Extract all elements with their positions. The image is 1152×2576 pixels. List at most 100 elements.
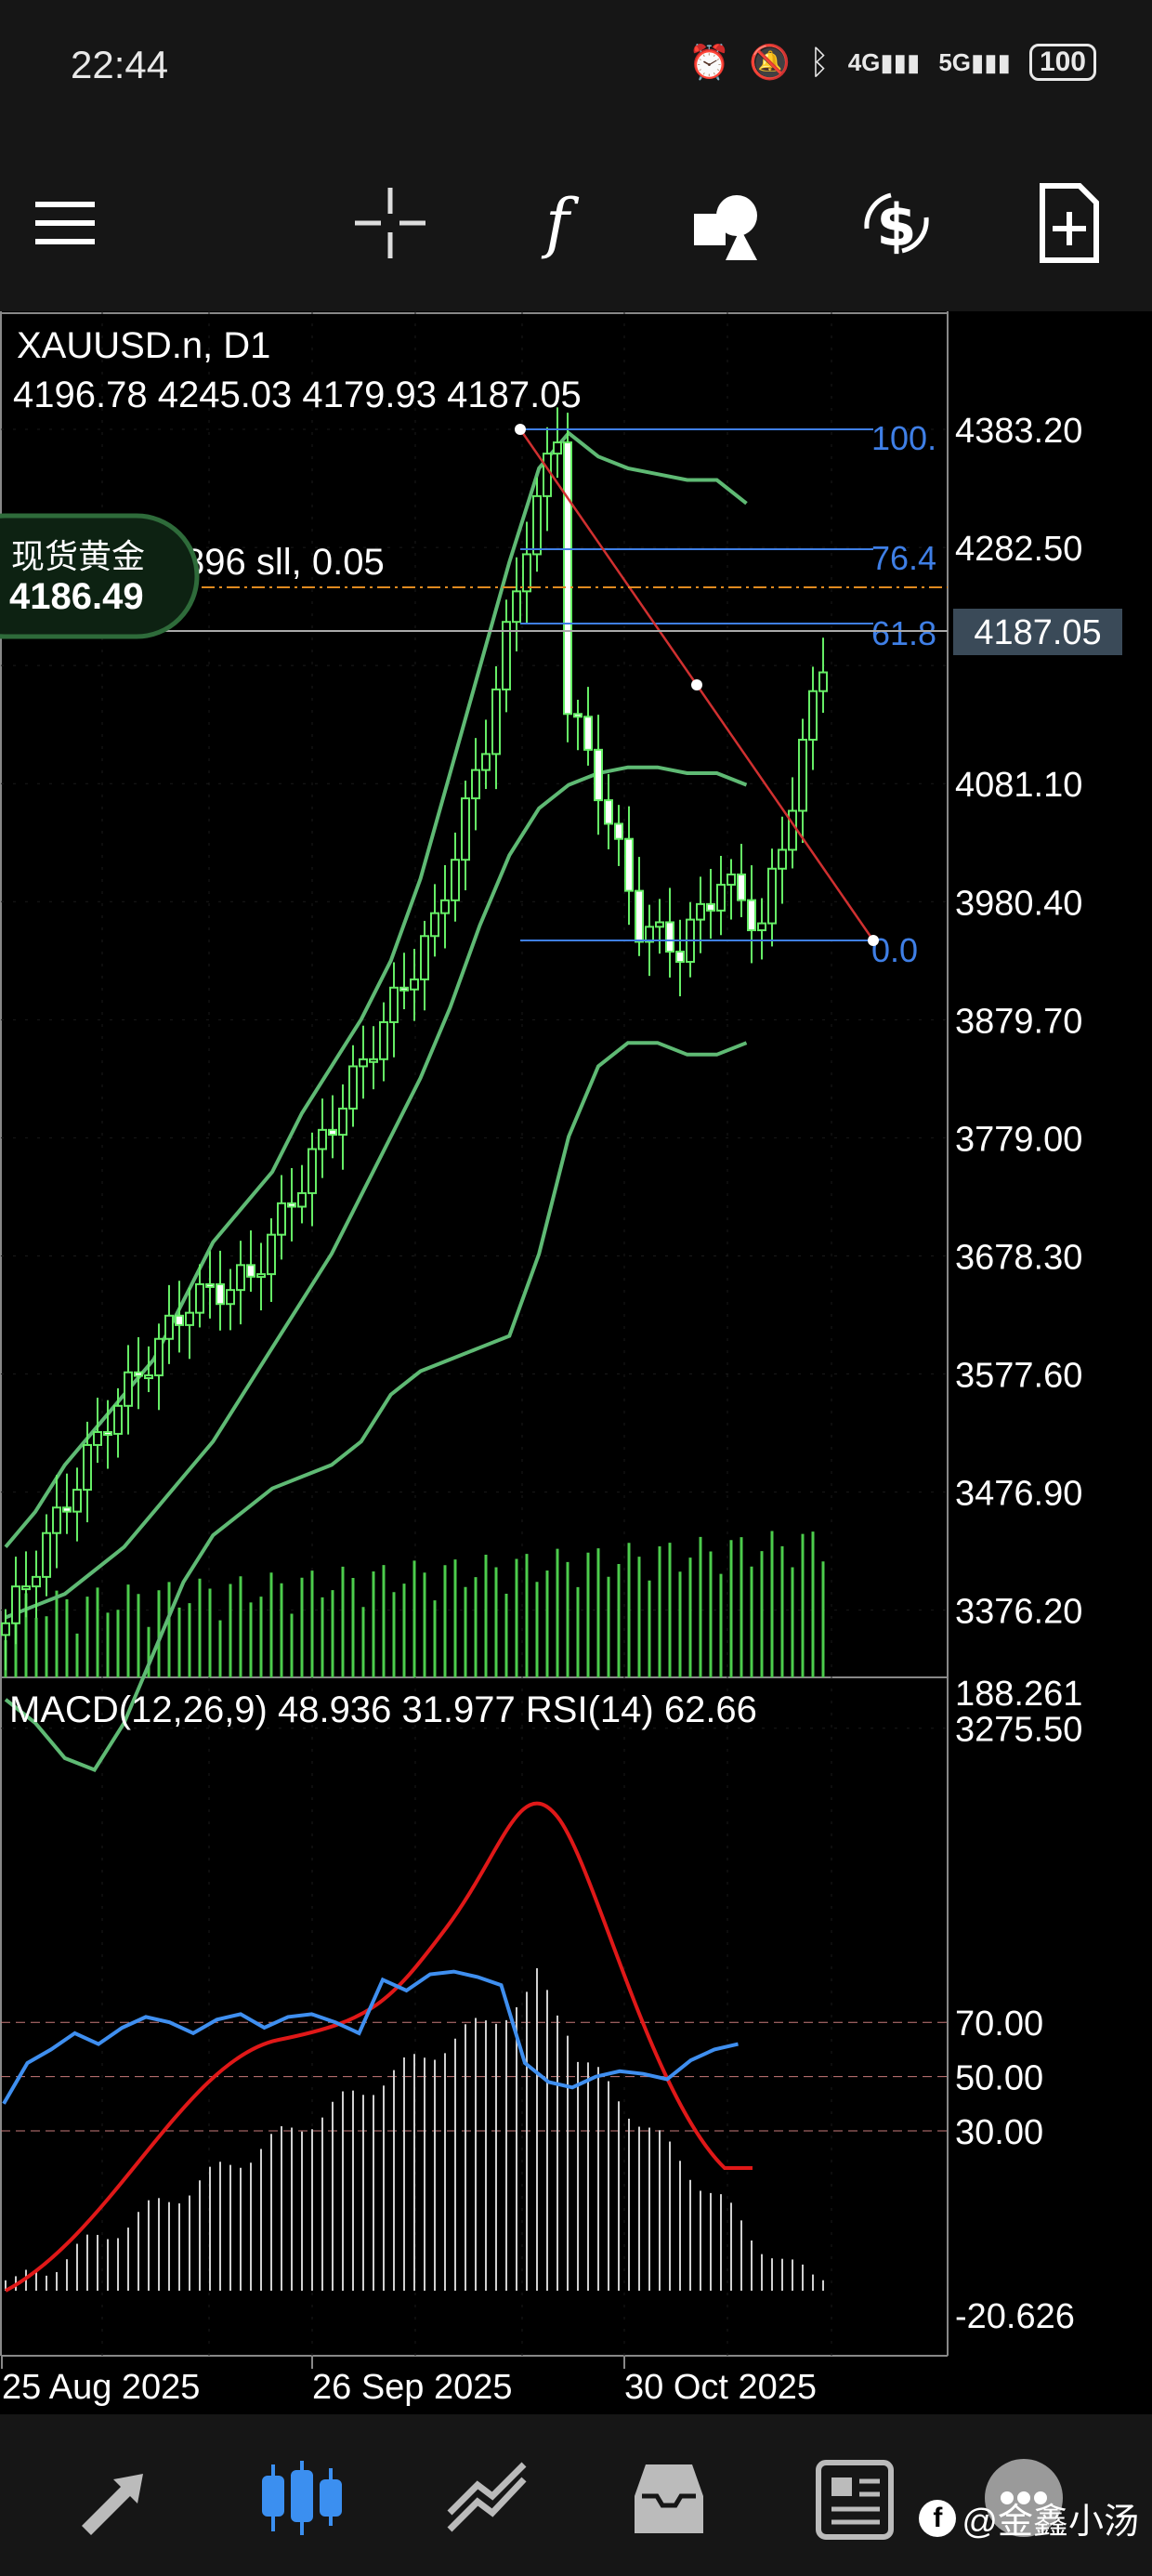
candle-body (256, 1273, 266, 1279)
chart-toolbar: f $ (0, 139, 1152, 311)
trade-nav-icon[interactable] (437, 2451, 539, 2544)
history-icon[interactable] (618, 2451, 720, 2544)
rsi-line (2, 1969, 739, 2105)
indicators-icon[interactable]: f (511, 177, 604, 269)
candle-body (144, 1374, 153, 1380)
candle-body (21, 1585, 31, 1591)
new-order-icon[interactable] (1022, 177, 1115, 269)
macd-histogram (5, 1967, 824, 2291)
macd-signal-line (5, 1801, 753, 2293)
menu-icon[interactable] (19, 177, 111, 269)
candle-body (369, 1058, 378, 1063)
quotes-icon[interactable] (65, 2451, 167, 2544)
candle-body (665, 921, 674, 953)
indicator-tick-label: 188.261 (955, 1675, 1082, 1714)
candle-body (583, 716, 593, 751)
candle-body (72, 1489, 82, 1513)
candle-body (675, 951, 685, 964)
candle-body (655, 921, 664, 928)
candle-body (226, 1289, 235, 1306)
candle-body (185, 1311, 194, 1326)
candle-body (757, 922, 766, 932)
candle-body (318, 1128, 327, 1150)
candle-body (696, 902, 705, 921)
candle-body (42, 1531, 51, 1578)
candle-body (553, 441, 562, 455)
candle-body (716, 884, 726, 912)
price-tick-label: 3678.30 (955, 1238, 1082, 1277)
candle-body (645, 926, 654, 943)
candle-body (747, 899, 756, 932)
candle-body (277, 1202, 286, 1236)
candle-body (440, 899, 450, 914)
status-time: 22:44 (71, 43, 169, 86)
trend-line[interactable] (515, 424, 879, 946)
trend-handle-end[interactable] (868, 935, 879, 946)
battery-icon: 100 (1028, 44, 1096, 81)
candle-body (635, 889, 644, 943)
network-5g-icon: 5G▮▮▮ (938, 47, 1011, 76)
crosshair-icon[interactable] (344, 177, 437, 269)
price-tick-label: 3275.50 (955, 1711, 1082, 1750)
price-axis: 4383.20 4282.50 4081.10 3980.40 3879.70 3779.… (955, 412, 1082, 1750)
bottom-navigation (0, 2414, 1152, 2576)
candle-body (604, 799, 613, 825)
indicator-tick-label: 70.00 (955, 2004, 1043, 2044)
candle-body (359, 1058, 368, 1068)
indicator-axis: 188.261 70.00 50.00 30.00 -20.626 (955, 1675, 1082, 2336)
fib-label-61: 61.8 (871, 614, 936, 652)
trend-handle-mid[interactable] (691, 679, 702, 690)
candle-body (737, 874, 746, 901)
time-tick-label: 25 Aug 2025 (2, 2368, 200, 2407)
candle-body (532, 494, 542, 556)
fib-label-100: 100. (871, 419, 936, 457)
trend-handle-start[interactable] (515, 424, 526, 435)
candle-body (706, 902, 715, 912)
time-tick-label: 26 Sep 2025 (312, 2368, 513, 2407)
candlesticks (1, 407, 828, 1671)
candle-body (512, 590, 521, 624)
indicator-title: MACD(12,26,9) 48.936 31.977 RSI(14) 62.6… (9, 1689, 757, 1730)
candle-body (624, 837, 634, 892)
candle-body (175, 1314, 184, 1326)
trade-icon[interactable]: $ (850, 177, 943, 269)
rsi-level-lines (1, 2021, 948, 2132)
live-price-bubble[interactable]: 现货黄金 4186.49 (0, 513, 200, 639)
price-tick-label: 3779.00 (955, 1120, 1082, 1159)
objects-icon[interactable] (683, 177, 776, 269)
candle-body (154, 1337, 164, 1377)
candle-body (502, 621, 511, 690)
status-icons: ⏰ 🔕 ᛒ 4G▮▮▮ 5G▮▮▮ 100 (688, 37, 1096, 87)
candle-body (399, 986, 409, 992)
news-icon[interactable] (804, 2451, 906, 2544)
candle-body (308, 1148, 317, 1194)
bluetooth-icon: ᛒ (809, 43, 830, 81)
candle-body (543, 453, 552, 497)
price-tick-label: 4282.50 (955, 530, 1082, 569)
live-price-name: 现货黄金 (11, 537, 145, 575)
candle-body (410, 978, 419, 991)
indicator-tick-label: -20.626 (955, 2297, 1075, 2336)
candle-body (471, 769, 480, 800)
candle-body (52, 1506, 61, 1534)
fibonacci-retracement[interactable]: 100. 76.4 61.8 0.0 (520, 419, 936, 969)
candle-body (522, 553, 531, 593)
time-axis: 25 Aug 2025 26 Sep 2025 30 Oct 2025 (1, 2356, 817, 2407)
chat-icon[interactable] (966, 2451, 1078, 2544)
alarm-icon: ⏰ (688, 43, 731, 81)
candle-body (11, 1585, 20, 1624)
candle-body (594, 748, 603, 802)
chart-icon[interactable] (251, 2451, 353, 2544)
candle-body (727, 874, 736, 887)
ohlc-label: 4196.78 4245.03 4179.93 4187.05 (13, 375, 582, 415)
indicator-tick-label: 50.00 (955, 2059, 1043, 2098)
price-tick-label: 3577.60 (955, 1357, 1082, 1396)
candle-body (461, 797, 470, 861)
candle-body (788, 809, 797, 851)
candle-body (491, 688, 501, 756)
symbol-label: XAUUSD.n, D1 (17, 325, 270, 366)
candle-body (83, 1443, 92, 1492)
price-tick-label: 4081.10 (955, 766, 1082, 805)
price-chart[interactable]: 100. 76.4 61.8 0.0 XAUUSD.n, D1 4196.78 … (0, 311, 1152, 2414)
watermark: f @金鑫小汤 (919, 2492, 1139, 2543)
